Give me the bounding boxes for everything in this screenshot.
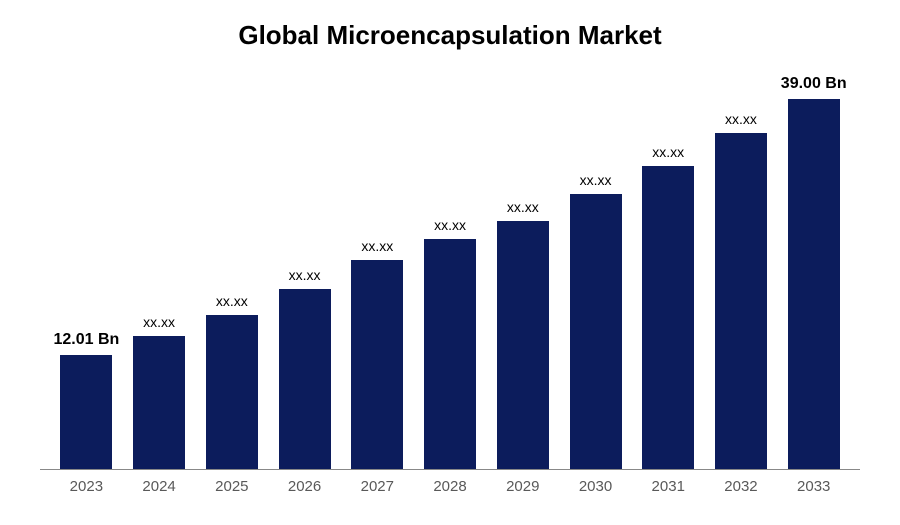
bar-value-label: xx.xx: [507, 199, 539, 215]
bar: [424, 239, 476, 469]
x-axis-label: 2029: [486, 478, 559, 495]
bar-group: 12.01 Bn: [50, 71, 123, 469]
chart-container: Global Microencapsulation Market 12.01 B…: [0, 0, 900, 525]
bar: [570, 194, 622, 469]
bar-group: xx.xx: [486, 71, 559, 469]
bar-group: xx.xx: [341, 71, 414, 469]
bar: [60, 355, 112, 469]
bar-value-label: 39.00 Bn: [781, 75, 847, 93]
bar: [642, 166, 694, 469]
bar-group: xx.xx: [195, 71, 268, 469]
bar-value-label: xx.xx: [216, 293, 248, 309]
bar-group: xx.xx: [559, 71, 632, 469]
x-axis-label: 2028: [414, 478, 487, 495]
bar-value-label: xx.xx: [580, 172, 612, 188]
plot-area: 12.01 Bn xx.xx xx.xx xx.xx xx.xx xx.xx xx.xx xx…: [40, 71, 860, 470]
bar-value-label: xx.xx: [725, 111, 757, 127]
x-axis-label: 2033: [777, 478, 850, 495]
bar-value-label: xx.xx: [434, 217, 466, 233]
x-axis-label: 2030: [559, 478, 632, 495]
x-axis-label: 2027: [341, 478, 414, 495]
bar: [715, 133, 767, 469]
x-axis-label: 2026: [268, 478, 341, 495]
bar-group: xx.xx: [705, 71, 778, 469]
x-axis-label: 2032: [705, 478, 778, 495]
bar: [497, 221, 549, 469]
bar-group: xx.xx: [414, 71, 487, 469]
bar-value-label: xx.xx: [289, 267, 321, 283]
chart-title: Global Microencapsulation Market: [40, 20, 860, 51]
bar: [788, 99, 840, 469]
bar-group: xx.xx: [123, 71, 196, 469]
bar-value-label: xx.xx: [652, 144, 684, 160]
bar-value-label: 12.01 Bn: [53, 331, 119, 349]
x-axis-label: 2023: [50, 478, 123, 495]
x-axis-label: 2024: [123, 478, 196, 495]
bar-value-label: xx.xx: [143, 314, 175, 330]
bar: [279, 289, 331, 469]
bar-group: 39.00 Bn: [777, 71, 850, 469]
bar: [206, 315, 258, 469]
bar-group: xx.xx: [268, 71, 341, 469]
bar: [133, 336, 185, 469]
x-axis-label: 2031: [632, 478, 705, 495]
bar-group: xx.xx: [632, 71, 705, 469]
x-axis: 2023202420252026202720282029203020312032…: [40, 470, 860, 495]
bar: [351, 260, 403, 469]
x-axis-label: 2025: [195, 478, 268, 495]
bar-value-label: xx.xx: [361, 238, 393, 254]
